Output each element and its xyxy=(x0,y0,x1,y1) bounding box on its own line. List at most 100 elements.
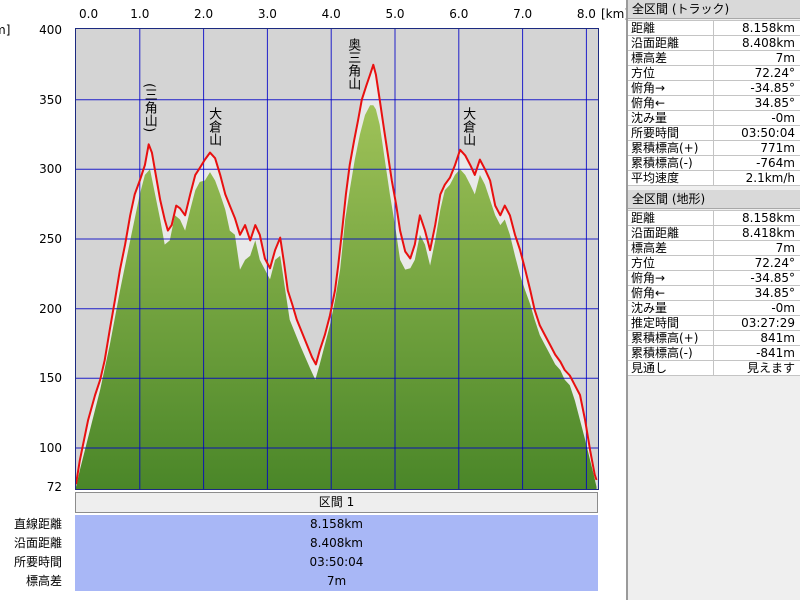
stats-value: -841m xyxy=(756,346,795,360)
stats-label: 推定時間 xyxy=(628,316,714,330)
stats-value: 72.24° xyxy=(754,66,795,80)
y-tick-label: 350 xyxy=(39,92,62,107)
stats-row: 俯角→ -34.85° xyxy=(628,271,800,286)
section-row-label: 沿面距離 xyxy=(13,536,62,550)
stats-row: 推定時間 03:27:29 xyxy=(628,316,800,331)
terrain-area xyxy=(76,105,597,490)
stats-row: 所要時間 03:50:04 xyxy=(628,126,800,141)
stats-label: 所要時間 xyxy=(628,126,714,140)
peak-label: 奥三角山 xyxy=(345,38,361,90)
stats-row: 沈み量 -0m xyxy=(628,111,800,126)
elevation-profile-chart[interactable] xyxy=(0,0,626,492)
stats-label: 沿面距離 xyxy=(628,226,714,240)
stats-value: 見えます xyxy=(746,361,795,375)
y-tick-label: 200 xyxy=(39,301,62,316)
stats-row: 方位 72.24° xyxy=(628,66,800,81)
stats-label: 俯角← xyxy=(628,286,714,300)
stats-label: 沈み量 xyxy=(628,111,714,125)
stats-row: 累積標高(+) 841m xyxy=(628,331,800,346)
section-row-value: 8.158km xyxy=(310,517,363,531)
stats-value: 771m xyxy=(760,141,795,155)
stats-row: 俯角← 34.85° xyxy=(628,286,800,301)
track-summary-table: 距離 8.158km 沿面距離 8.408km 標高差 7m 方位 72.24° 俯角→ -34.… xyxy=(628,20,800,186)
stats-label: 方位 xyxy=(628,256,714,270)
stats-label: 平均速度 xyxy=(628,171,714,185)
stats-label: 累積標高(+) xyxy=(628,141,714,155)
track-summary-header: 全区間 (トラック) xyxy=(628,0,800,19)
stats-label: 累積標高(-) xyxy=(628,346,714,360)
stats-value: 7m xyxy=(775,241,795,255)
y-tick-label: 400 xyxy=(39,23,62,37)
x-tick-label: 3.0 xyxy=(257,7,277,21)
stats-value: -0m xyxy=(771,301,795,315)
section-row-value: 8.408km xyxy=(310,536,363,550)
section-row-value: 7m xyxy=(326,574,347,588)
stats-row: 沿面距離 8.408km xyxy=(628,36,800,51)
stats-panel: 全区間 (トラック) 距離 8.158km 沿面距離 8.408km 標高差 7m 方位 72… xyxy=(628,0,800,600)
x-tick-label: 1.0 xyxy=(130,7,150,21)
x-tick-label: 8.0 xyxy=(576,7,596,21)
stats-row: 標高差 7m xyxy=(628,241,800,256)
stats-value: 8.158km xyxy=(742,21,795,35)
x-tick-label: 7.0 xyxy=(513,7,533,21)
chart-labels: [km] m] 0.0 1.0 2.0 3.0 4.0 5.0 6.0 7.0 8.0 400 35… xyxy=(0,7,630,494)
section-row-label: 所要時間 xyxy=(13,555,62,569)
stats-row: 見通し 見えます xyxy=(628,361,800,376)
stats-label: 標高差 xyxy=(628,51,714,65)
stats-row: 沈み量 -0m xyxy=(628,301,800,316)
x-tick-label: 0.0 xyxy=(79,7,99,21)
y-tick-label: 100 xyxy=(39,440,62,455)
stats-value: -764m xyxy=(756,156,795,170)
stats-row: 平均速度 2.1km/h xyxy=(628,171,800,186)
stats-label: 方位 xyxy=(628,66,714,80)
track-line xyxy=(75,63,598,485)
stats-value: -34.85° xyxy=(750,81,795,95)
stats-label: 標高差 xyxy=(628,241,714,255)
stats-label: 累積標高(-) xyxy=(628,156,714,170)
stats-value: 8.418km xyxy=(742,226,795,240)
stats-value: -34.85° xyxy=(750,271,795,285)
peak-label: 大倉山 xyxy=(206,107,222,146)
x-tick-label: 5.0 xyxy=(385,7,405,21)
stats-row: 方位 72.24° xyxy=(628,256,800,271)
section-row-label: 標高差 xyxy=(25,574,62,588)
section-values: 8.158km 8.408km 03:50:04 7m xyxy=(75,515,598,591)
stats-value: 7m xyxy=(775,51,795,65)
stats-row: 累積標高(-) -841m xyxy=(628,346,800,361)
x-tick-label: 4.0 xyxy=(321,7,341,21)
y-tick-label: 300 xyxy=(39,162,62,177)
stats-value: -0m xyxy=(771,111,795,125)
peak-label: 大倉山 xyxy=(460,107,476,146)
stats-label: 距離 xyxy=(628,211,714,225)
y-tick-label: 250 xyxy=(39,231,62,246)
stats-value: 03:27:29 xyxy=(741,316,795,330)
stats-value: 841m xyxy=(760,331,795,345)
section-row-label: 直線距離 xyxy=(13,517,62,531)
section-header: 区間 1 xyxy=(75,492,598,513)
stats-label: 俯角→ xyxy=(628,81,714,95)
stats-label: 俯角→ xyxy=(628,271,714,285)
stats-row: 俯角← 34.85° xyxy=(628,96,800,111)
x-axis-unit: [km] xyxy=(601,7,630,21)
stats-row: 距離 8.158km xyxy=(628,21,800,36)
stats-label: 累積標高(+) xyxy=(628,331,714,345)
stats-label: 俯角← xyxy=(628,96,714,110)
panel-splitter[interactable] xyxy=(626,0,628,600)
stats-row: 累積標高(-) -764m xyxy=(628,156,800,171)
stats-value: 72.24° xyxy=(754,256,795,270)
stats-row: 距離 8.158km xyxy=(628,211,800,226)
stats-row: 累積標高(+) 771m xyxy=(628,141,800,156)
terrain-summary-table: 距離 8.158km 沿面距離 8.418km 標高差 7m 方位 72.24° 俯角→ -34.… xyxy=(628,210,800,376)
y-tick-label: 150 xyxy=(39,371,62,386)
y-axis-unit: m] xyxy=(0,23,11,37)
stats-row: 標高差 7m xyxy=(628,51,800,66)
plot-frame xyxy=(75,28,599,490)
stats-label: 沿面距離 xyxy=(628,36,714,50)
stats-row: 沿面距離 8.418km xyxy=(628,226,800,241)
peak-label: (三角山) xyxy=(141,83,157,133)
stats-label: 距離 xyxy=(628,21,714,35)
x-tick-label: 6.0 xyxy=(449,7,469,21)
x-tick-label: 2.0 xyxy=(194,7,214,21)
stats-value: 8.408km xyxy=(742,36,795,50)
stats-value: 2.1km/h xyxy=(745,171,795,185)
